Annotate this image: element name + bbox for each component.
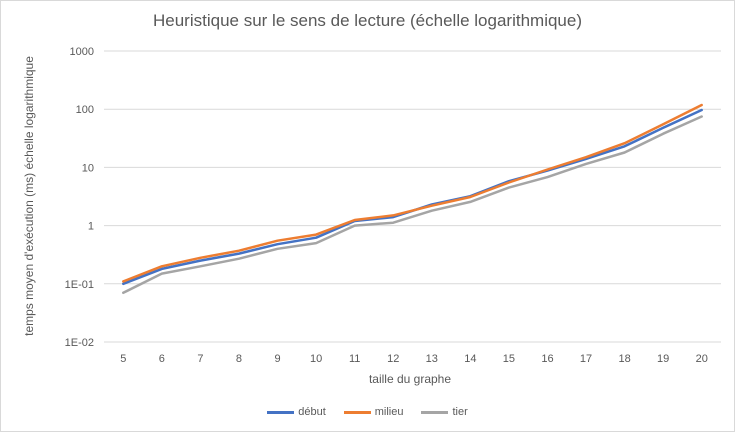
x-tick-label: 7 (197, 353, 203, 365)
y-tick-label: 1 (88, 221, 94, 233)
y-tick-label: 10 (82, 162, 94, 174)
series-line-début (123, 110, 701, 284)
x-tick-label: 11 (349, 353, 360, 365)
x-tick-label: 10 (310, 353, 322, 365)
x-tick-label: 15 (503, 353, 515, 365)
y-axis-title: temps moyen d'exécution (ms) échelle log… (22, 56, 36, 336)
y-axis-ticks: 1E-02 1E-01 1 10 100 1000 (65, 46, 94, 349)
x-tick-label: 12 (387, 353, 399, 365)
y-tick-label: 100 (76, 104, 94, 116)
legend-item: milieu (344, 406, 404, 418)
x-tick-label: 5 (120, 353, 126, 365)
x-tick-label: 8 (236, 353, 242, 365)
chart-legend: début milieu tier (1, 406, 734, 418)
series-lines (123, 105, 701, 293)
legend-swatch (344, 411, 371, 414)
y-tick-label: 1000 (70, 46, 94, 58)
x-tick-label: 13 (426, 353, 438, 365)
x-axis-ticks: 5 6 7 8 9 10 11 12 13 14 15 16 17 18 19 20 (120, 353, 708, 365)
y-tick-label: 1E-02 (65, 337, 94, 349)
gridlines (104, 51, 721, 342)
series-line-milieu (123, 105, 701, 281)
x-tick-label: 6 (159, 353, 165, 365)
x-axis-title: taille du graphe (369, 372, 451, 386)
legend-swatch (267, 411, 294, 414)
x-tick-label: 20 (696, 353, 708, 365)
legend-swatch (421, 411, 448, 414)
legend-label: milieu (375, 406, 404, 418)
x-tick-label: 16 (541, 353, 553, 365)
x-tick-label: 18 (618, 353, 630, 365)
series-line-tier (123, 117, 701, 293)
legend-label: début (298, 406, 326, 418)
x-tick-label: 17 (580, 353, 592, 365)
x-tick-label: 9 (274, 353, 280, 365)
x-tick-label: 19 (657, 353, 669, 365)
x-tick-label: 14 (464, 353, 476, 365)
legend-item: tier (421, 406, 467, 418)
legend-label: tier (452, 406, 467, 418)
y-tick-label: 1E-01 (65, 279, 94, 291)
legend-item: début (267, 406, 326, 418)
